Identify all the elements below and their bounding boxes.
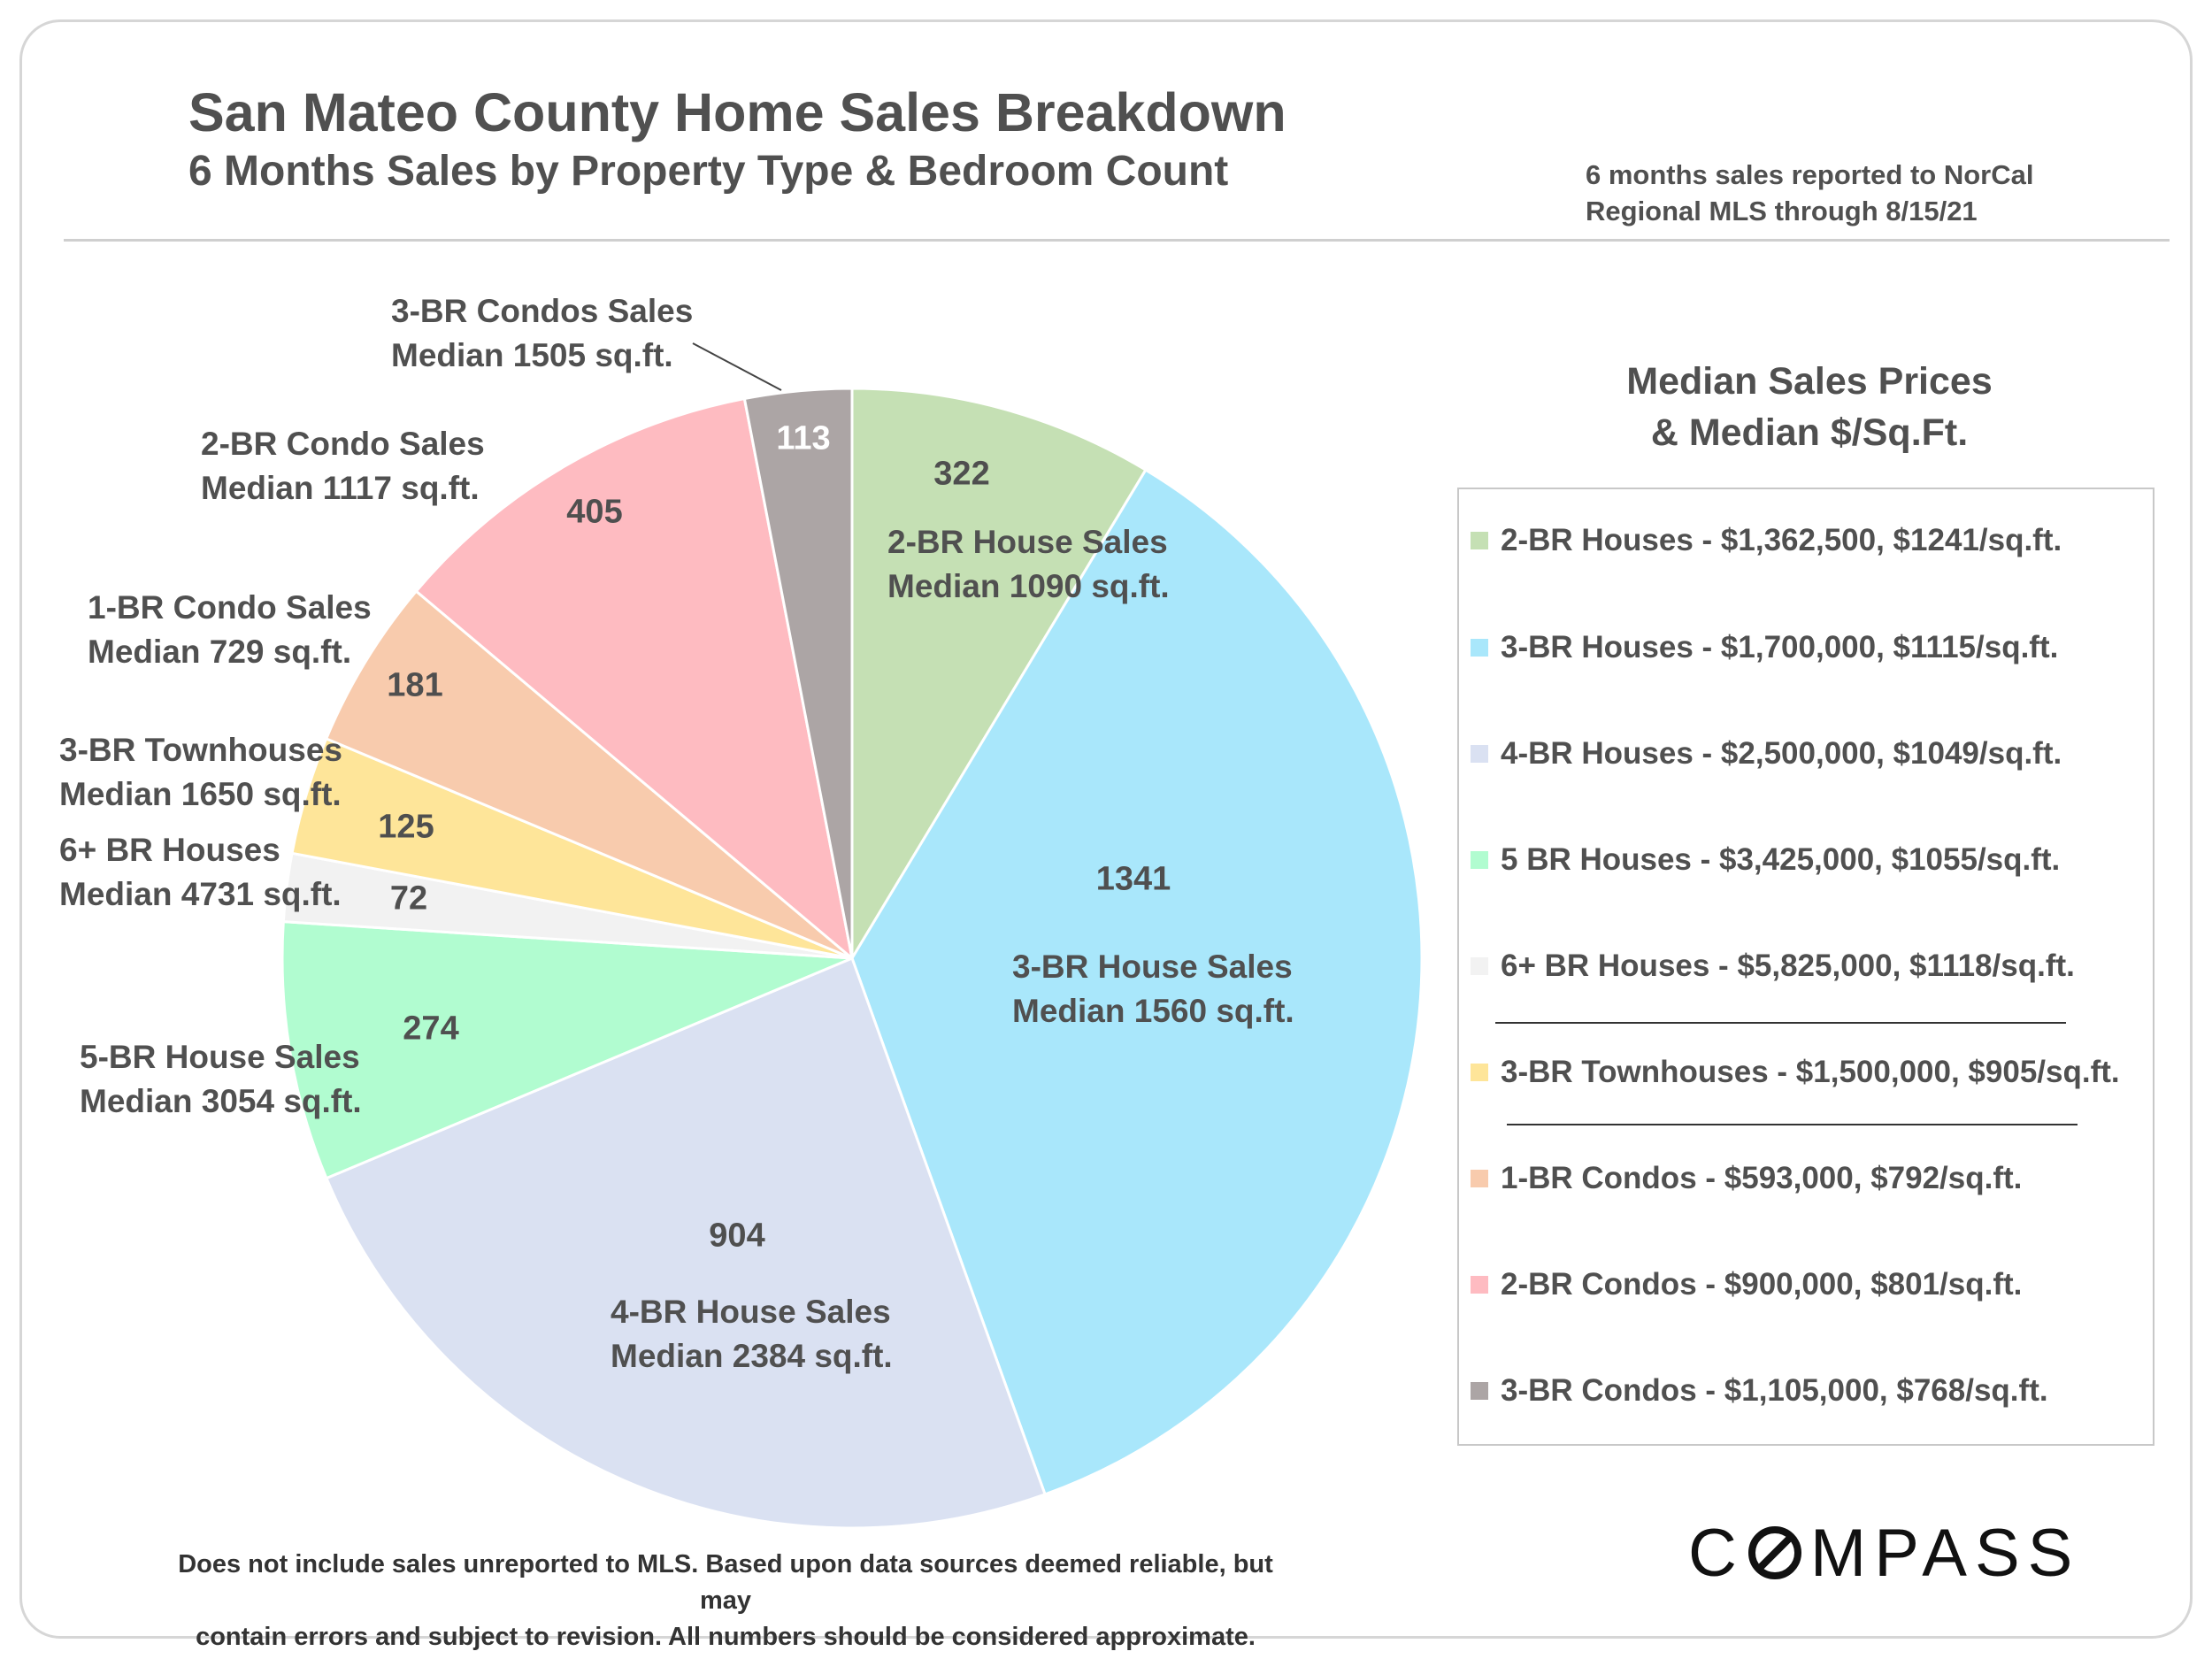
compass-logo: C MPASS [1688, 1515, 2081, 1591]
legend-divider [1495, 1022, 2066, 1024]
legend-item-6br-houses: 6+ BR Houses - $5,825,000, $1118/sq.ft. [1471, 944, 2075, 988]
source-note: 6 months sales reported to NorCal Region… [1586, 157, 2033, 229]
legend-swatch [1471, 957, 1488, 975]
slice-value-5br-houses: 274 [403, 1010, 459, 1048]
slice-label-3br-townhouses: 3-BR Townhouses Median 1650 sq.ft. [59, 732, 342, 812]
legend-item-2br-houses: 2-BR Houses - $1,362,500, $1241/sq.ft. [1471, 518, 2062, 563]
legend-item-3br-houses: 3-BR Houses - $1,700,000, $1115/sq.ft. [1471, 626, 2058, 670]
slice-label-3br-condos: 3-BR Condos Sales Median 1505 sq.ft. [391, 293, 694, 373]
pie-slice-3br-houses [850, 468, 1424, 1496]
pie-slice-3br-condos [742, 387, 854, 959]
legend-box [1457, 488, 2154, 1446]
legend-swatch [1471, 1276, 1488, 1294]
slice-value-3br-condos: 113 [776, 419, 831, 457]
slice-label-1br-condos: 1-BR Condo Sales Median 729 sq.ft. [88, 589, 372, 670]
pie-slice-5br-houses [280, 920, 853, 1180]
legend-item-1br-condos: 1-BR Condos - $593,000, $792/sq.ft. [1471, 1156, 2022, 1201]
legend-item-5br-houses: 5 BR Houses - $3,425,000, $1055/sq.ft. [1471, 838, 2060, 882]
legend-swatch [1471, 1170, 1488, 1187]
compass-ring-icon [1747, 1526, 1801, 1579]
slice-value-6br-houses: 72 [389, 879, 428, 918]
legend-swatch [1471, 1382, 1488, 1400]
legend-swatch [1471, 1064, 1488, 1081]
slice-label-5br-houses: 5-BR House Sales Median 3054 sq.ft. [80, 1039, 362, 1119]
slice-label-6br-houses: 6+ BR Houses Median 4731 sq.ft. [59, 832, 342, 912]
legend-swatch [1471, 851, 1488, 869]
slice-value-2br-condos: 405 [566, 493, 623, 531]
legend-title: Median Sales Prices & Median $/Sq.Ft. [1626, 360, 1993, 454]
header-divider [64, 239, 2170, 242]
legend-swatch [1471, 639, 1488, 657]
legend-item-2br-condos: 2-BR Condos - $900,000, $801/sq.ft. [1471, 1263, 2022, 1307]
callout-line-3br-condos [692, 342, 782, 391]
chart-title: San Mateo County Home Sales Breakdown [188, 82, 1286, 142]
source-note-line2: Regional MLS through 8/15/21 [1586, 196, 1978, 227]
pie-slice-4br-houses [324, 956, 1048, 1530]
pie-slice-2br-houses [850, 387, 1148, 964]
slice-value-2br-houses: 322 [933, 455, 990, 493]
pie-slice-1br-condos [324, 589, 853, 960]
slice-value-4br-houses: 904 [709, 1217, 765, 1255]
footnote: Does not include sales unreported to MLS… [178, 1550, 1273, 1651]
pie-slice-2br-condos [414, 396, 855, 962]
slice-label-2br-condos: 2-BR Condo Sales Median 1117 sq.ft. [201, 426, 485, 506]
legend-swatch [1471, 745, 1488, 763]
slice-label-2br-houses: 2-BR House Sales Median 1090 sq.ft. [887, 524, 1170, 604]
slice-label-4br-houses: 4-BR House Sales Median 2384 sq.ft. [611, 1294, 893, 1374]
slice-label-3br-houses: 3-BR House Sales Median 1560 sq.ft. [1012, 949, 1294, 1029]
legend-item-4br-houses: 4-BR Houses - $2,500,000, $1049/sq.ft. [1471, 732, 2062, 776]
source-note-line1: 6 months sales reported to NorCal [1586, 159, 2034, 190]
legend-swatch [1471, 532, 1488, 549]
slice-value-3br-houses: 1341 [1095, 860, 1171, 898]
legend-divider [1507, 1124, 2078, 1125]
chart-subtitle: 6 Months Sales by Property Type & Bedroo… [188, 148, 1229, 195]
slice-value-3br-townhouses: 125 [378, 808, 434, 846]
slice-value-1br-condos: 181 [387, 666, 443, 704]
legend-item-3br-townhouses: 3-BR Townhouses - $1,500,000, $905/sq.ft… [1471, 1050, 2120, 1094]
legend-item-3br-condos: 3-BR Condos - $1,105,000, $768/sq.ft. [1471, 1369, 2048, 1413]
